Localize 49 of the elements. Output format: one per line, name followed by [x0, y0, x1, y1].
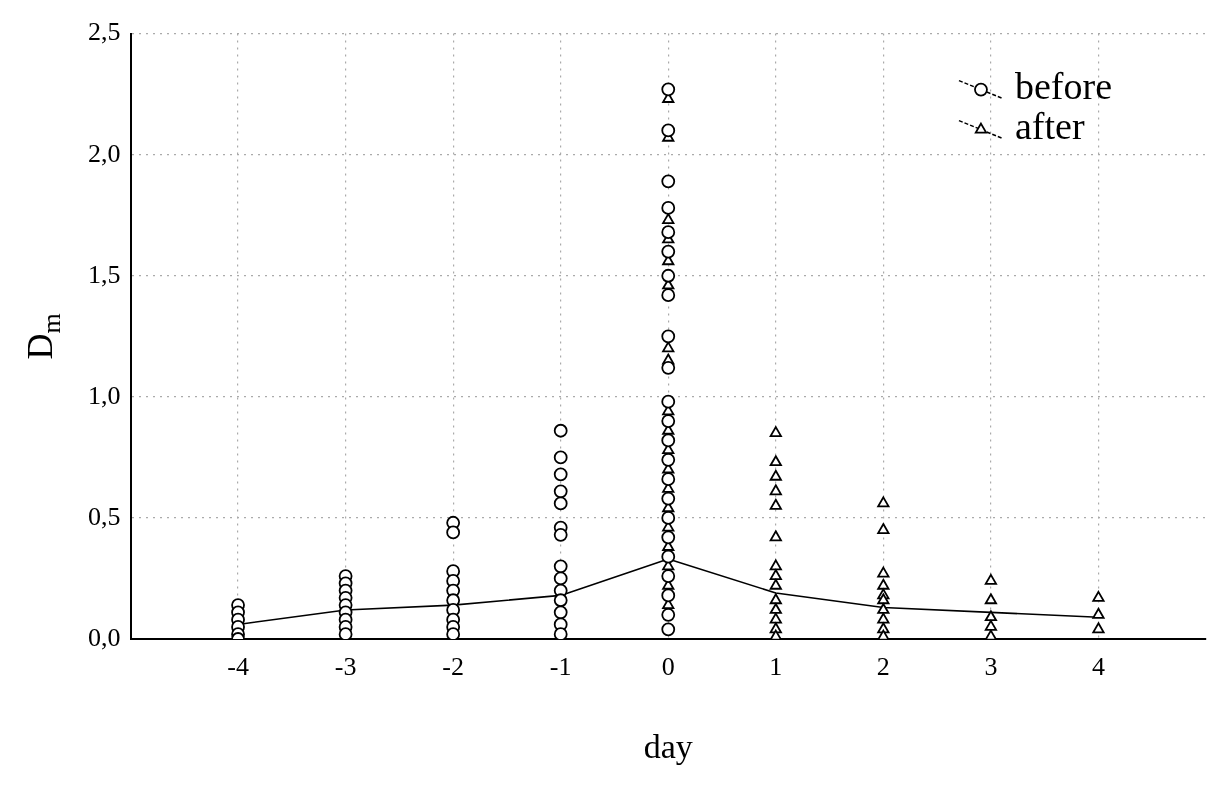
legend-label: after — [1014, 104, 1085, 147]
point — [877, 523, 890, 534]
x-axis-title: day — [643, 727, 693, 765]
y-tick-label: 1,5 — [88, 259, 121, 289]
point — [769, 559, 782, 571]
point — [877, 496, 890, 508]
point — [769, 530, 782, 542]
x-tick-label: 4 — [1091, 652, 1105, 682]
y-tick-label: 1,0 — [88, 380, 121, 410]
point — [769, 603, 782, 614]
x-tick-label: 1 — [769, 652, 783, 682]
point — [769, 569, 782, 580]
point — [769, 629, 782, 639]
point — [877, 629, 890, 639]
x-tick-label: -4 — [227, 652, 249, 682]
point — [769, 426, 782, 438]
y-axis-title: Dm — [20, 313, 66, 360]
point — [769, 484, 782, 496]
point — [877, 603, 890, 614]
point — [877, 593, 890, 605]
point — [769, 498, 782, 510]
point — [984, 573, 997, 585]
point — [984, 593, 997, 605]
point — [662, 213, 675, 224]
point — [877, 566, 890, 578]
y-tick-label: 0,5 — [88, 501, 121, 531]
point — [984, 610, 997, 622]
point — [984, 619, 997, 631]
point — [769, 455, 782, 467]
point — [984, 629, 997, 639]
y-tick-label: 2,0 — [88, 138, 121, 168]
point — [769, 578, 782, 590]
point — [1092, 622, 1105, 634]
x-tick-label: -3 — [334, 652, 357, 682]
point — [769, 469, 782, 481]
legend-label: before — [1014, 64, 1113, 107]
point — [769, 593, 782, 605]
point — [877, 612, 890, 624]
x-tick-label: 0 — [661, 652, 675, 682]
point — [1092, 590, 1105, 602]
point — [769, 612, 782, 624]
x-tick-label: 3 — [984, 652, 998, 682]
x-tick-label: 2 — [876, 652, 890, 682]
y-tick-label: 2,5 — [88, 17, 121, 47]
point — [1092, 607, 1105, 619]
x-tick-label: -1 — [549, 652, 572, 682]
y-tick-label: 0,0 — [88, 622, 121, 652]
x-tick-label: -2 — [442, 652, 464, 682]
point — [877, 578, 890, 590]
